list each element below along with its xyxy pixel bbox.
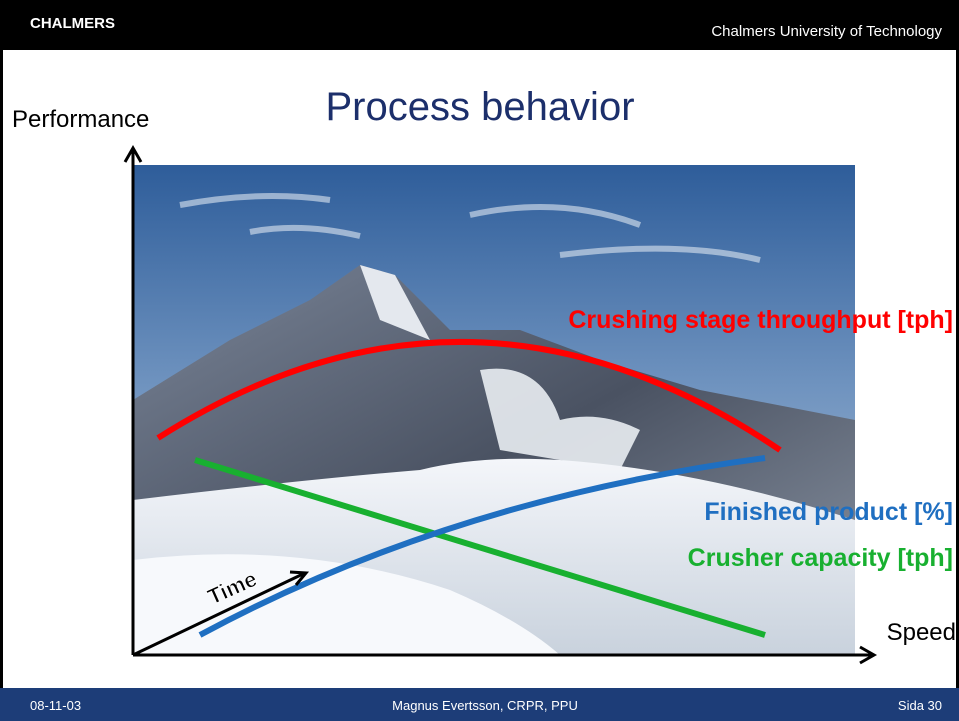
- footer-date: 08-11-03: [30, 698, 81, 713]
- logo: CHALMERS: [30, 15, 115, 32]
- frame-left: [0, 50, 3, 690]
- footer-bar: [0, 688, 959, 721]
- frame-right: [956, 50, 959, 690]
- slide-title: Process behavior: [325, 85, 634, 129]
- capacity-curve: [194, 457, 766, 638]
- institution: Chalmers University of Technology: [711, 23, 942, 40]
- axes: [123, 144, 878, 665]
- x-axis-label: Speed: [887, 619, 956, 646]
- finished-curve: [198, 455, 766, 638]
- curve-label: Crusher capacity [tph]: [688, 544, 953, 572]
- curve-label: Crushing stage throughput [tph]: [568, 306, 953, 334]
- footer-author: Magnus Evertsson, CRPR, PPU: [392, 698, 578, 713]
- curve-label: Finished product [%]: [704, 498, 953, 526]
- throughput-curve: [156, 338, 782, 453]
- footer-page: Sida 30: [898, 698, 942, 713]
- header-bar: [0, 0, 959, 50]
- y-axis-label: Performance: [12, 106, 149, 133]
